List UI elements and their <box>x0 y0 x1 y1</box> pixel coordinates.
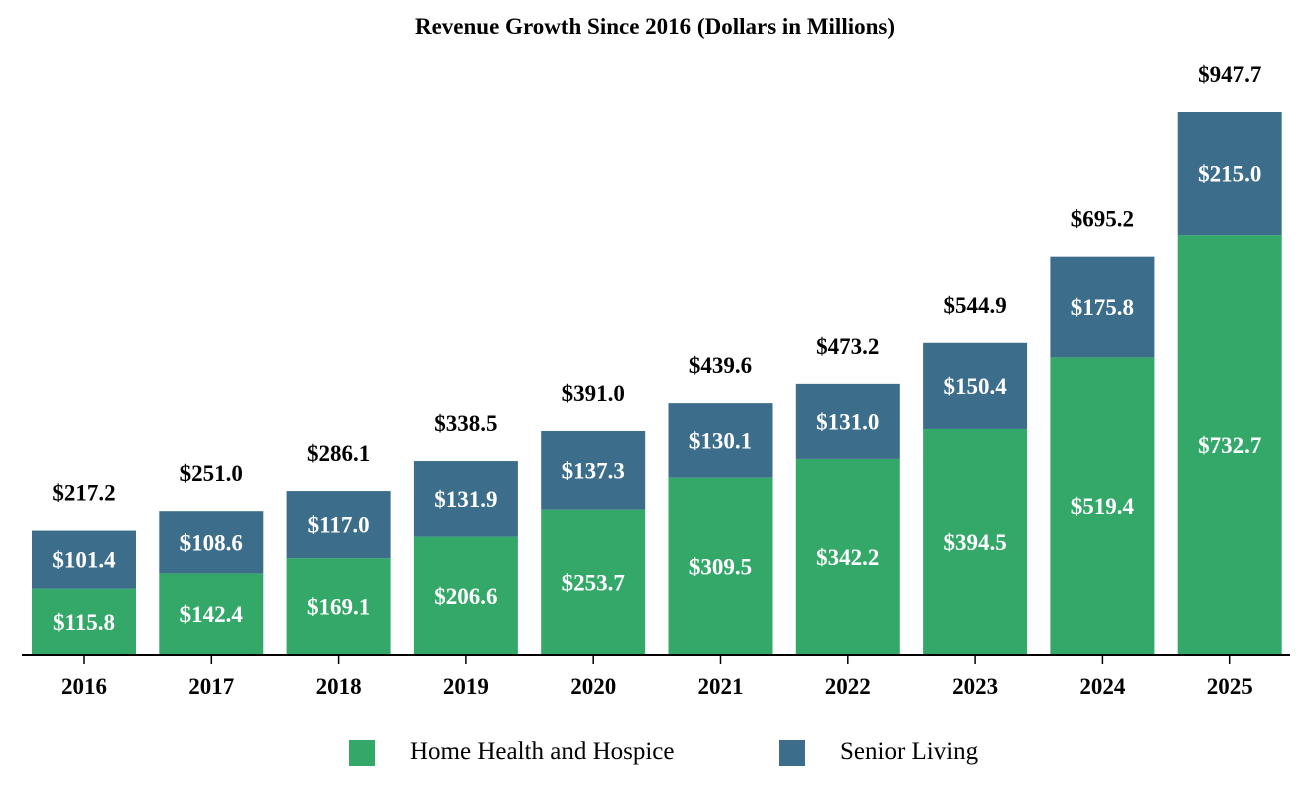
data-label-senior-living-2018: $117.0 <box>308 513 370 538</box>
legend: Home Health and Hospice Senior Living <box>0 732 1310 776</box>
bar-home-health-2019 <box>413 536 518 655</box>
data-label-senior-living-2021: $130.1 <box>689 428 752 453</box>
x-tick-label-2017: 2017 <box>188 674 234 699</box>
data-label-home-health-2020: $253.7 <box>562 570 625 595</box>
bar-home-health-2023 <box>923 428 1028 655</box>
bar-home-health-2017 <box>159 573 264 655</box>
bar-senior-living-2024 <box>1050 256 1155 358</box>
data-label-senior-living-2025: $215.0 <box>1198 162 1261 187</box>
bar-senior-living-2019 <box>413 461 518 537</box>
data-label-home-health-2018: $169.1 <box>307 595 370 620</box>
bar-senior-living-2016 <box>32 530 136 589</box>
x-tick-label-2023: 2023 <box>952 674 998 699</box>
total-label-2016: $217.2 <box>52 481 115 506</box>
total-label-2022: $473.2 <box>816 334 879 359</box>
bar-home-health-2025 <box>1177 235 1282 655</box>
total-label-2024: $695.2 <box>1071 207 1134 232</box>
data-label-home-health-2022: $342.2 <box>816 545 879 570</box>
bar-senior-living-2020 <box>541 430 646 510</box>
data-label-home-health-2019: $206.6 <box>434 584 497 609</box>
bar-senior-living-2022 <box>795 383 900 459</box>
data-label-home-health-2016: $115.8 <box>53 610 115 635</box>
data-label-home-health-2017: $142.4 <box>180 602 244 627</box>
bar-senior-living-2025 <box>1177 112 1282 236</box>
bar-home-health-2022 <box>795 458 900 655</box>
bar-senior-living-2021 <box>668 403 773 478</box>
total-label-2023: $544.9 <box>943 293 1006 318</box>
chart-plot: $115.8 $101.4 $217.2 2016 $142.4 $108.6 $251.0… <box>22 62 1290 699</box>
total-label-2017: $251.0 <box>180 461 243 486</box>
x-tick-label-2022: 2022 <box>825 674 871 699</box>
bar-senior-living-2018 <box>286 491 391 559</box>
bar-home-health-2016 <box>32 588 136 655</box>
legend-label-senior-living: Senior Living <box>840 738 979 765</box>
data-label-senior-living-2016: $101.4 <box>52 548 116 573</box>
data-label-home-health-2021: $309.5 <box>689 554 752 579</box>
x-tick-label-2020: 2020 <box>570 674 616 699</box>
legend-swatch-home-health <box>349 740 375 766</box>
x-tick-label-2021: 2021 <box>698 674 744 699</box>
bar-home-health-2020 <box>541 509 646 655</box>
legend-label-home-health: Home Health and Hospice <box>410 738 675 765</box>
total-label-2019: $338.5 <box>434 411 497 436</box>
bar-home-health-2021 <box>668 477 773 655</box>
data-label-home-health-2024: $519.4 <box>1071 494 1135 519</box>
data-label-senior-living-2017: $108.6 <box>180 530 243 555</box>
data-label-senior-living-2020: $137.3 <box>562 458 625 483</box>
data-label-home-health-2025: $732.7 <box>1198 433 1261 458</box>
x-tick-label-2016: 2016 <box>61 674 107 699</box>
x-tick-label-2024: 2024 <box>1079 674 1126 699</box>
x-tick-label-2018: 2018 <box>316 674 362 699</box>
legend-swatch-senior-living <box>779 740 805 766</box>
total-label-2021: $439.6 <box>689 353 752 378</box>
chart-title: Revenue Growth Since 2016 (Dollars in Mi… <box>414 14 895 39</box>
data-label-senior-living-2019: $131.9 <box>434 487 497 512</box>
total-label-2020: $391.0 <box>562 381 625 406</box>
bar-home-health-2024 <box>1050 357 1155 655</box>
bar-senior-living-2023 <box>923 342 1028 429</box>
data-label-senior-living-2023: $150.4 <box>943 374 1007 399</box>
total-label-2025: $947.7 <box>1198 62 1261 87</box>
bar-home-health-2018 <box>286 558 391 655</box>
data-label-senior-living-2024: $175.8 <box>1071 295 1134 320</box>
total-label-2018: $286.1 <box>307 441 370 466</box>
data-label-senior-living-2022: $131.0 <box>816 409 879 434</box>
x-tick-label-2019: 2019 <box>443 674 489 699</box>
x-tick-label-2025: 2025 <box>1207 674 1253 699</box>
data-label-home-health-2023: $394.5 <box>943 530 1006 555</box>
bar-senior-living-2017 <box>159 511 264 574</box>
